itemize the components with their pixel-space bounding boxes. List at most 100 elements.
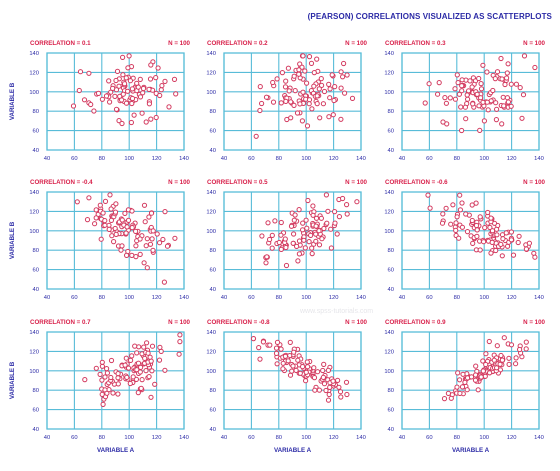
x-tick-label: 80: [99, 156, 105, 162]
scatter-point: [113, 106, 120, 112]
scatter-point: [499, 121, 505, 127]
scatter-point: [473, 363, 479, 369]
scatter-point: [129, 86, 135, 92]
scatter-point: [133, 254, 139, 260]
scatter-point: [459, 200, 465, 206]
scatter-point: [326, 114, 332, 120]
scatter-point: [498, 55, 504, 62]
scatter-point: [153, 75, 159, 81]
scatter-point: [120, 72, 126, 78]
y-tick-label: 60: [33, 268, 39, 274]
scatter-point: [453, 220, 459, 226]
scatter-point: [327, 384, 333, 390]
scatter-point: [304, 80, 310, 86]
scatter-point: [295, 258, 301, 264]
scatter-point: [294, 110, 301, 116]
scatter-point: [158, 87, 164, 93]
correlation-label: CORRELATION = 0.3: [385, 40, 446, 47]
scatter-point: [453, 227, 459, 233]
scatter-point: [462, 379, 468, 385]
scatter-point: [309, 245, 315, 251]
scatter-point: [469, 202, 475, 208]
scatter-point: [142, 219, 148, 225]
x-tick-label: 100: [479, 295, 489, 301]
scatter-panel: CORRELATION = -0.4 N = 100 40 60 80 100 120 140…: [9, 179, 191, 301]
scatter-point: [265, 220, 271, 226]
scatter-point: [147, 241, 154, 247]
y-tick-label: 100: [206, 369, 216, 375]
scatter-point: [125, 65, 131, 71]
scatter-point: [315, 369, 321, 375]
scatter-point: [459, 88, 465, 94]
scatter-point: [311, 375, 318, 381]
scatter-point: [119, 217, 125, 223]
scatter-point: [336, 384, 342, 390]
scatter-point: [126, 53, 132, 59]
scatter-point: [115, 371, 121, 377]
scatter-point: [427, 205, 433, 211]
scatter-point: [505, 61, 511, 67]
x-tick-label: 100: [301, 295, 311, 301]
scatter-point: [264, 254, 270, 260]
scatter-point: [342, 90, 348, 96]
plot-frame: [223, 52, 362, 151]
scatter-point: [476, 103, 482, 109]
scatter-point: [316, 228, 322, 234]
scatter-point: [129, 95, 136, 102]
scatter-point: [123, 230, 129, 236]
scatter-point: [330, 378, 336, 384]
scatter-point: [426, 81, 432, 87]
scatter-point: [147, 76, 154, 82]
scatter-point: [311, 365, 317, 371]
scatter-point: [300, 89, 306, 95]
scatter-point: [477, 127, 483, 133]
watermark: www.spss-tutorials.com: [300, 308, 374, 315]
scatter-point: [343, 379, 350, 385]
scatter-point: [474, 91, 480, 97]
scatter-point: [95, 90, 102, 97]
scatter-point: [291, 231, 297, 237]
x-tick-label: 140: [534, 435, 544, 441]
scatter-point: [305, 364, 311, 370]
scatter-point: [99, 96, 106, 102]
scatter-point: [321, 225, 327, 232]
scatter-point: [147, 354, 153, 360]
scatter-point: [128, 357, 134, 363]
scatter-point: [273, 350, 280, 356]
y-tick-label: 80: [210, 248, 216, 254]
scatter-point: [166, 104, 172, 110]
scatter-point: [156, 357, 163, 363]
scatter-point: [504, 95, 510, 101]
scatter-point: [313, 215, 320, 221]
page-title: (PEARSON) CORRELATIONS VISUALIZED AS SCA…: [307, 12, 552, 21]
n-label: N = 100: [345, 179, 367, 186]
y-tick-label: 80: [210, 109, 216, 115]
scatter-point: [445, 390, 451, 396]
scatter-point: [452, 96, 458, 102]
plot-frame: [46, 191, 185, 290]
scatter-point: [463, 211, 469, 217]
x-tick-label: 100: [479, 435, 489, 441]
scatter-points: [259, 192, 360, 269]
scatter-point: [291, 102, 297, 109]
correlation-label: CORRELATION = -0.8: [207, 319, 270, 326]
scatter-point: [157, 240, 163, 246]
x-tick-label: 40: [221, 295, 227, 301]
scatter-point: [110, 390, 116, 396]
scatter-point: [480, 99, 486, 105]
y-tick-label: 80: [33, 109, 39, 115]
scatter-point: [97, 371, 103, 377]
scatter-point: [260, 339, 266, 345]
scatter-point: [440, 119, 446, 125]
scatter-point: [144, 265, 150, 271]
x-tick-label: 40: [399, 295, 405, 301]
scatter-point: [494, 232, 500, 238]
scatter-point: [493, 247, 499, 254]
scatter-point: [146, 86, 152, 93]
y-tick-label: 40: [210, 148, 216, 154]
scatter-point: [146, 101, 152, 107]
scatter-point: [91, 108, 97, 114]
y-tick-label: 40: [388, 148, 394, 154]
plot-frame: [401, 331, 540, 430]
y-tick-label: 120: [29, 70, 39, 76]
